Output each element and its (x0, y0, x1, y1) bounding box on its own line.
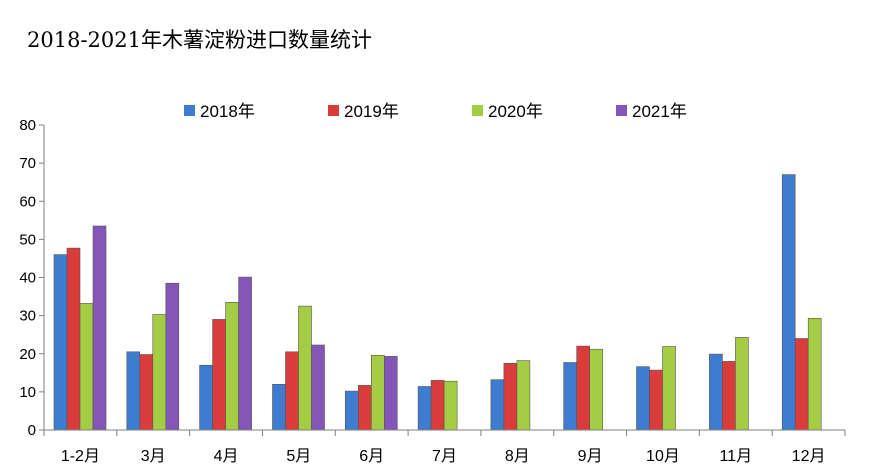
legend-swatch-2018年 (184, 105, 195, 116)
y-tick-label: 40 (19, 270, 36, 287)
bar-2021年-5月 (311, 344, 325, 431)
bar-2018年-11月 (709, 353, 723, 431)
x-tick-label: 5月 (286, 448, 311, 465)
bar-2020年-7月 (443, 380, 458, 431)
legend-swatch-2020年 (472, 105, 483, 116)
y-tick-label: 70 (19, 155, 36, 172)
bar-2020年-8月 (516, 360, 531, 431)
bar-2018年-1-2月 (53, 254, 68, 431)
bar-2019年-12月 (794, 338, 809, 431)
y-tick-label: 60 (19, 193, 36, 210)
bar-2018年-8月 (490, 379, 505, 431)
x-tick-label: 11月 (719, 448, 752, 465)
x-tick-label: 12月 (792, 448, 826, 465)
bar-2019年-5月 (285, 351, 299, 431)
legend: 2018年 2019年 2020年 2021年 (184, 102, 687, 121)
legend-swatch-2019年 (328, 105, 339, 116)
bar-2018年-4月 (199, 364, 213, 431)
bar-2018年-7月 (417, 386, 432, 431)
bar-2018年-3月 (126, 351, 141, 431)
y-tick-label: 30 (19, 308, 36, 325)
y-tick-label: 80 (19, 117, 36, 134)
x-tick-label: 7月 (432, 448, 457, 465)
bar-2021年-6月 (383, 356, 398, 431)
x-tick-label: 1-2月 (61, 448, 100, 465)
x-tick-label: 8月 (505, 448, 530, 465)
bar-2018年-9月 (563, 362, 578, 431)
x-tick-label: 4月 (214, 448, 239, 465)
bar-2018年-6月 (344, 390, 359, 431)
bar-2018年-5月 (272, 383, 286, 431)
bar-2020年-9月 (589, 348, 604, 431)
bar-2019年-7月 (430, 380, 445, 431)
legend-label-2020年: 2020年 (488, 102, 543, 121)
bars (53, 174, 822, 431)
bar-2019年-6月 (357, 385, 372, 431)
bar-2019年-3月 (139, 354, 154, 431)
bar-2020年-12月 (807, 317, 822, 431)
y-tick-label: 50 (19, 231, 36, 248)
legend-label-2019年: 2019年 (344, 102, 399, 121)
x-tick-label: 9月 (578, 448, 603, 465)
bar-2020年-5月 (298, 305, 312, 431)
bar-2020年-6月 (370, 354, 385, 431)
bar-2021年-4月 (238, 276, 252, 431)
bar-2020年-11月 (735, 337, 749, 431)
y-tick-label: 20 (19, 346, 36, 363)
bar-2019年-1-2月 (66, 247, 81, 431)
y-tick-label: 0 (28, 422, 36, 439)
bar-2020年-4月 (225, 301, 239, 431)
x-tick-label: 10月 (646, 448, 680, 465)
bar-2021年-1-2月 (92, 225, 107, 431)
bar-2019年-11月 (722, 361, 736, 431)
bar-2020年-1-2月 (79, 303, 94, 431)
legend-label-2021年: 2021年 (632, 102, 687, 121)
legend-swatch-2021年 (616, 105, 627, 116)
bar-2018年-10月 (636, 366, 650, 431)
bar-2020年-3月 (152, 314, 167, 431)
x-tick-label: 3月 (141, 448, 166, 465)
x-tick-label: 6月 (359, 448, 384, 465)
axes: 0 10 20 30 40 50 60 70 80 1-2月 3月 4月 5月 6月 7月 8月 9月 10月 11… (19, 117, 846, 465)
bar-2021年-3月 (165, 282, 180, 431)
y-tick-label: 10 (19, 384, 36, 401)
chart-title: 2018-2021年木薯淀粉进口数量统计 (27, 28, 372, 52)
bar-2019年-4月 (212, 319, 226, 431)
bar-2020年-10月 (662, 346, 676, 431)
legend-label-2018年: 2018年 (200, 102, 255, 121)
bar-2019年-9月 (576, 345, 591, 431)
bar-2019年-10月 (649, 369, 663, 431)
bar-2018年-12月 (781, 174, 796, 431)
bar-2019年-8月 (503, 362, 518, 431)
